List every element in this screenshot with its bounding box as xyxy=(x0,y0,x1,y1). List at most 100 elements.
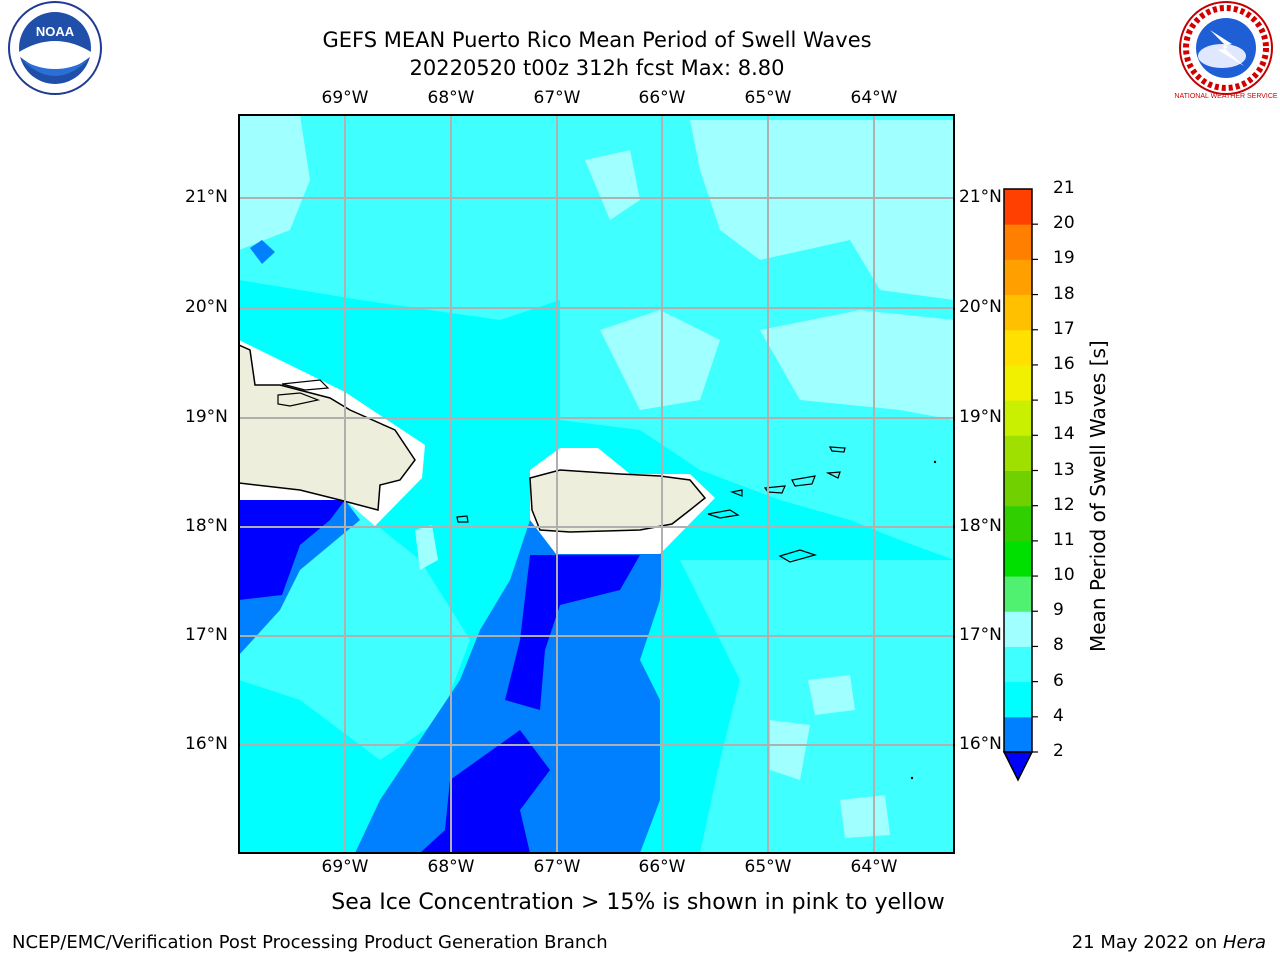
band-2-4-south xyxy=(420,730,550,853)
colorbar-tick-label: 20 xyxy=(1053,213,1075,234)
colorbar-tick-label: 17 xyxy=(1053,318,1075,339)
noaa-logo: NOAA xyxy=(8,1,102,95)
colorbar-tick-label: 19 xyxy=(1053,248,1075,269)
colorbar-tick-label: 14 xyxy=(1053,424,1075,445)
band-2-4-west xyxy=(239,500,345,600)
colorbar-block xyxy=(1004,259,1032,296)
lon-label-bottom-4: 66°W xyxy=(638,857,686,877)
aves-island xyxy=(910,776,914,780)
lat-label-left-1: 21°N xyxy=(185,187,228,207)
colorbar-block xyxy=(1004,576,1032,612)
band-9-10-nw xyxy=(239,115,310,250)
band-9-10-s1 xyxy=(808,675,855,715)
lat-label-right-4: 18°N xyxy=(959,516,1002,536)
colorbar-tick-label: 4 xyxy=(1053,705,1064,726)
band-9-10-ne xyxy=(690,120,954,300)
footer-machine: Hera xyxy=(1222,932,1266,953)
lat-label-right-2: 20°N xyxy=(959,297,1002,317)
band-9-10-s4 xyxy=(415,525,438,570)
colorbar-block xyxy=(1004,294,1032,331)
colorbar-block xyxy=(1004,400,1032,436)
colorbar-tick-label: 2 xyxy=(1053,741,1064,761)
tortuga-island xyxy=(281,379,330,391)
lon-label-bottom-6: 64°W xyxy=(850,857,898,877)
colorbar-tick-label: 6 xyxy=(1053,670,1064,691)
lat-label-left-6: 16°N xyxy=(185,734,228,754)
colorbar-block xyxy=(1004,505,1032,542)
colorbar-tick-label: 21 xyxy=(1053,178,1075,198)
band-6-8-sw xyxy=(239,700,320,853)
band-9-10-s2 xyxy=(770,720,810,780)
band-9-10-mid xyxy=(600,310,720,410)
st-croix-island xyxy=(778,549,818,563)
colorbar-block xyxy=(1004,646,1032,683)
noaa-logo-text: NOAA xyxy=(36,24,75,39)
lat-label-left-3: 19°N xyxy=(185,407,228,427)
colorbar-block xyxy=(1004,611,1032,647)
colorbar-tick-label: 15 xyxy=(1053,389,1075,410)
mona-island xyxy=(456,515,469,523)
lon-label-bottom-2: 68°W xyxy=(427,857,475,877)
band-9-10-patch xyxy=(585,150,640,220)
colorbar-title: Mean Period of Swell Waves [s] xyxy=(1086,340,1110,652)
lat-label-right-1: 21°N xyxy=(959,187,1002,207)
map-subtitle: 20220520 t00z 312h fcst Max: 8.80 xyxy=(409,56,785,80)
nws-logo: NATIONAL WEATHER SERVICE xyxy=(1174,1,1278,100)
footer-date-text: 21 May 2022 on xyxy=(1071,932,1223,953)
colorbar-tick-label: 9 xyxy=(1053,600,1064,621)
virgin-gorda-island xyxy=(825,471,841,479)
colorbar-block xyxy=(1004,224,1032,260)
lon-label-top-2: 68°W xyxy=(427,88,475,108)
colorbar-tick-label: 11 xyxy=(1053,529,1075,550)
map-frame xyxy=(238,114,955,854)
colorbar-frame xyxy=(1003,188,1033,753)
lon-label-top-1: 69°W xyxy=(321,88,369,108)
hispaniola-land xyxy=(239,344,416,511)
anegada-island xyxy=(828,446,846,453)
band-2-4-dot xyxy=(250,240,275,264)
colorbar-tick-label: 16 xyxy=(1053,353,1075,374)
coast-detail xyxy=(277,392,321,407)
lon-label-top-3: 67°W xyxy=(533,88,581,108)
colorbar-tick-label: 10 xyxy=(1053,565,1075,586)
footer-date: 21 May 2022 on Hera xyxy=(1072,932,1266,953)
colorbar-tick-label: 18 xyxy=(1053,283,1075,304)
lon-label-bottom-3: 67°W xyxy=(533,857,581,877)
lon-label-top-4: 66°W xyxy=(638,88,686,108)
colorbar-block xyxy=(1004,716,1032,753)
colorbar-block xyxy=(1004,329,1032,366)
colorbar-blocks xyxy=(1004,189,1038,753)
lat-label-left-4: 18°N xyxy=(185,516,228,536)
colorbar-tick-label: 8 xyxy=(1053,635,1064,656)
band-9-10-s3 xyxy=(840,795,890,838)
colorbar-block xyxy=(1004,470,1032,507)
colorbar-tick-label: 13 xyxy=(1053,459,1075,480)
lon-label-bottom-5: 65°W xyxy=(744,857,792,877)
graticule xyxy=(239,115,954,853)
band-2-4-center xyxy=(505,555,640,710)
band-9-10-east xyxy=(760,310,954,420)
colorbar-block xyxy=(1004,435,1032,471)
lat-label-right-6: 16°N xyxy=(959,734,1002,754)
sea-ice-note: Sea Ice Concentration > 15% is shown in … xyxy=(331,890,945,915)
lat-label-right-3: 19°N xyxy=(959,407,1002,427)
lon-label-top-6: 64°W xyxy=(850,88,898,108)
culebra-island xyxy=(729,489,743,497)
colorbar-block xyxy=(1004,540,1032,577)
nws-logo-text: NATIONAL WEATHER SERVICE xyxy=(1174,93,1278,100)
colorbar-block xyxy=(1004,681,1032,718)
footer-credit: NCEP/EMC/Verification Post Processing Pr… xyxy=(12,932,608,953)
lat-label-left-2: 20°N xyxy=(185,297,228,317)
lon-label-top-5: 65°W xyxy=(744,88,792,108)
tortola-island xyxy=(791,475,816,487)
sombrero-island xyxy=(933,460,937,464)
colorbar-block xyxy=(1004,364,1032,401)
map-title: GEFS MEAN Puerto Rico Mean Period of Swe… xyxy=(322,28,872,52)
lon-label-bottom-1: 69°W xyxy=(321,857,369,877)
colorbar-block xyxy=(1004,189,1032,225)
lat-label-left-5: 17°N xyxy=(185,625,228,645)
colorbar-extend-triangle xyxy=(1002,751,1034,782)
